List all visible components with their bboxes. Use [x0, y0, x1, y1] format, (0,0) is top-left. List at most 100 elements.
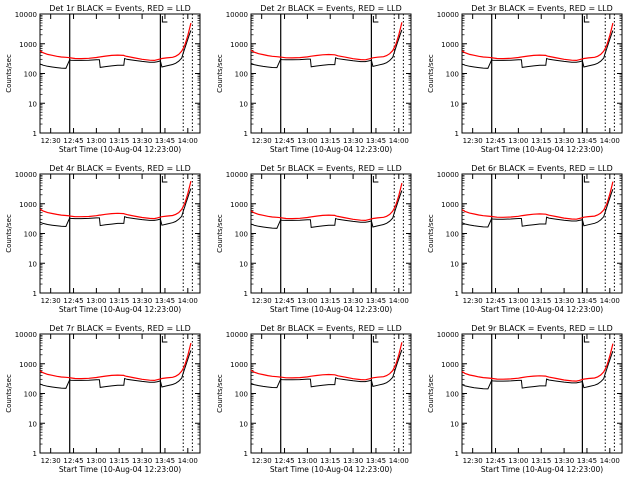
x-tick-label: 13:45	[155, 297, 175, 305]
x-axis-label: Start Time (10-Aug-04 12:23:00)	[481, 305, 603, 314]
y-tick-label: 100	[446, 391, 459, 399]
series-lld	[39, 342, 192, 382]
series-events	[250, 190, 403, 229]
x-tick-label: 12:45	[63, 137, 83, 145]
x-tick-label: 13:45	[366, 457, 386, 465]
panel-title: Det 1r BLACK = Events, RED = LLD	[49, 4, 191, 13]
plot-frame	[39, 333, 201, 454]
panel: Det 2r BLACK = Events, RED = LLD 1 10 100 10…	[216, 4, 412, 154]
y-tick-label: 10000	[15, 11, 37, 19]
bracket-mark	[161, 336, 168, 343]
x-tick-label: 13:15	[531, 137, 551, 145]
x-axis-label: Start Time (10-Aug-04 12:23:00)	[270, 305, 392, 314]
y-axis-label: Counts/sec	[427, 54, 435, 93]
x-tick-label: 14:00	[600, 137, 620, 145]
x-tick-label: 13:30	[132, 137, 152, 145]
y-axis-label: Counts/sec	[427, 374, 435, 413]
y-tick-label: 1000	[19, 201, 37, 209]
y-tick-label: 100	[235, 231, 248, 239]
x-tick-label: 12:30	[41, 297, 61, 305]
x-tick-label: 12:30	[463, 137, 483, 145]
x-tick-label: 13:45	[577, 137, 597, 145]
x-tick-label: 13:30	[132, 457, 152, 465]
panel: Det 3r BLACK = Events, RED = LLD 1 10 100 10…	[427, 4, 623, 154]
series-events	[39, 188, 192, 228]
plot-frame	[39, 173, 201, 294]
x-tick-label: 14:00	[178, 297, 198, 305]
y-axis-label: Counts/sec	[216, 214, 224, 253]
x-tick-label: 13:15	[531, 297, 551, 305]
y-tick-label: 10000	[437, 171, 459, 179]
x-tick-label: 12:45	[63, 297, 83, 305]
x-tick-label: 14:00	[178, 137, 198, 145]
y-tick-label: 1	[33, 290, 37, 298]
bracket-mark	[583, 176, 590, 183]
y-tick-label: 10	[239, 420, 248, 428]
y-tick-label: 100	[235, 71, 248, 79]
x-axis-label: Start Time (10-Aug-04 12:23:00)	[481, 465, 603, 474]
x-tick-label: 13:15	[109, 137, 129, 145]
x-tick-label: 13:15	[109, 457, 129, 465]
x-tick-label: 13:30	[554, 297, 574, 305]
y-tick-label: 1	[455, 450, 459, 458]
panel: Det 8r BLACK = Events, RED = LLD 1 10 100 10…	[216, 324, 412, 474]
y-tick-label: 10	[450, 260, 459, 268]
y-axis-label: Counts/sec	[216, 54, 224, 93]
x-tick-label: 13:45	[155, 457, 175, 465]
x-axis-label: Start Time (10-Aug-04 12:23:00)	[270, 145, 392, 154]
y-tick-label: 10000	[437, 331, 459, 339]
x-tick-label: 13:45	[577, 457, 597, 465]
series-events	[461, 189, 614, 228]
x-tick-label: 13:00	[508, 297, 528, 305]
y-axis-label: Counts/sec	[5, 374, 13, 413]
bracket-mark	[161, 16, 168, 23]
x-tick-label: 13:00	[297, 457, 317, 465]
x-tick-label: 12:45	[485, 297, 505, 305]
y-axis-label: Counts/sec	[427, 214, 435, 253]
y-tick-label: 10000	[226, 171, 248, 179]
x-tick-label: 13:45	[155, 137, 175, 145]
y-tick-label: 1	[455, 130, 459, 138]
x-axis-label: Start Time (10-Aug-04 12:23:00)	[59, 145, 181, 154]
x-tick-label: 14:00	[389, 297, 409, 305]
panel-title: Det 8r BLACK = Events, RED = LLD	[260, 324, 402, 333]
panel-title: Det 9r BLACK = Events, RED = LLD	[471, 324, 613, 333]
x-axis-label: Start Time (10-Aug-04 12:23:00)	[59, 465, 181, 474]
y-tick-label: 100	[446, 231, 459, 239]
x-tick-label: 13:30	[554, 137, 574, 145]
y-tick-label: 10	[28, 100, 37, 108]
y-tick-label: 10	[450, 420, 459, 428]
y-axis-label: Counts/sec	[5, 54, 13, 93]
panel: Det 9r BLACK = Events, RED = LLD 1 10 100 10…	[427, 324, 623, 474]
x-tick-label: 12:45	[274, 137, 294, 145]
x-tick-label: 13:15	[320, 137, 340, 145]
y-tick-label: 10000	[15, 171, 37, 179]
plot-frame	[461, 13, 623, 134]
y-tick-label: 1000	[441, 201, 459, 209]
plot-frame	[39, 13, 201, 134]
series-events	[39, 350, 192, 389]
x-tick-label: 13:15	[320, 457, 340, 465]
x-tick-label: 13:30	[343, 457, 363, 465]
series-lld	[39, 180, 192, 220]
x-tick-label: 13:30	[343, 297, 363, 305]
panel: Det 5r BLACK = Events, RED = LLD 1 10 100 10…	[216, 164, 412, 314]
series-events	[39, 30, 192, 69]
panel: Det 6r BLACK = Events, RED = LLD 1 10 100 10…	[427, 164, 623, 314]
panel: Det 4r BLACK = Events, RED = LLD 1 10 100 10…	[5, 164, 201, 314]
bracket-mark	[372, 336, 379, 343]
y-tick-label: 10000	[437, 11, 459, 19]
y-tick-label: 100	[235, 391, 248, 399]
x-axis-label: Start Time (10-Aug-04 12:23:00)	[59, 305, 181, 314]
panel-title: Det 7r BLACK = Events, RED = LLD	[49, 324, 191, 333]
x-tick-label: 14:00	[389, 137, 409, 145]
x-axis-label: Start Time (10-Aug-04 12:23:00)	[270, 465, 392, 474]
plot-frame	[250, 173, 412, 294]
x-tick-label: 12:30	[463, 297, 483, 305]
y-tick-label: 1	[33, 450, 37, 458]
x-tick-label: 13:45	[366, 297, 386, 305]
x-tick-label: 13:00	[508, 457, 528, 465]
x-tick-label: 14:00	[178, 457, 198, 465]
x-tick-label: 13:30	[554, 457, 574, 465]
x-tick-label: 14:00	[600, 297, 620, 305]
